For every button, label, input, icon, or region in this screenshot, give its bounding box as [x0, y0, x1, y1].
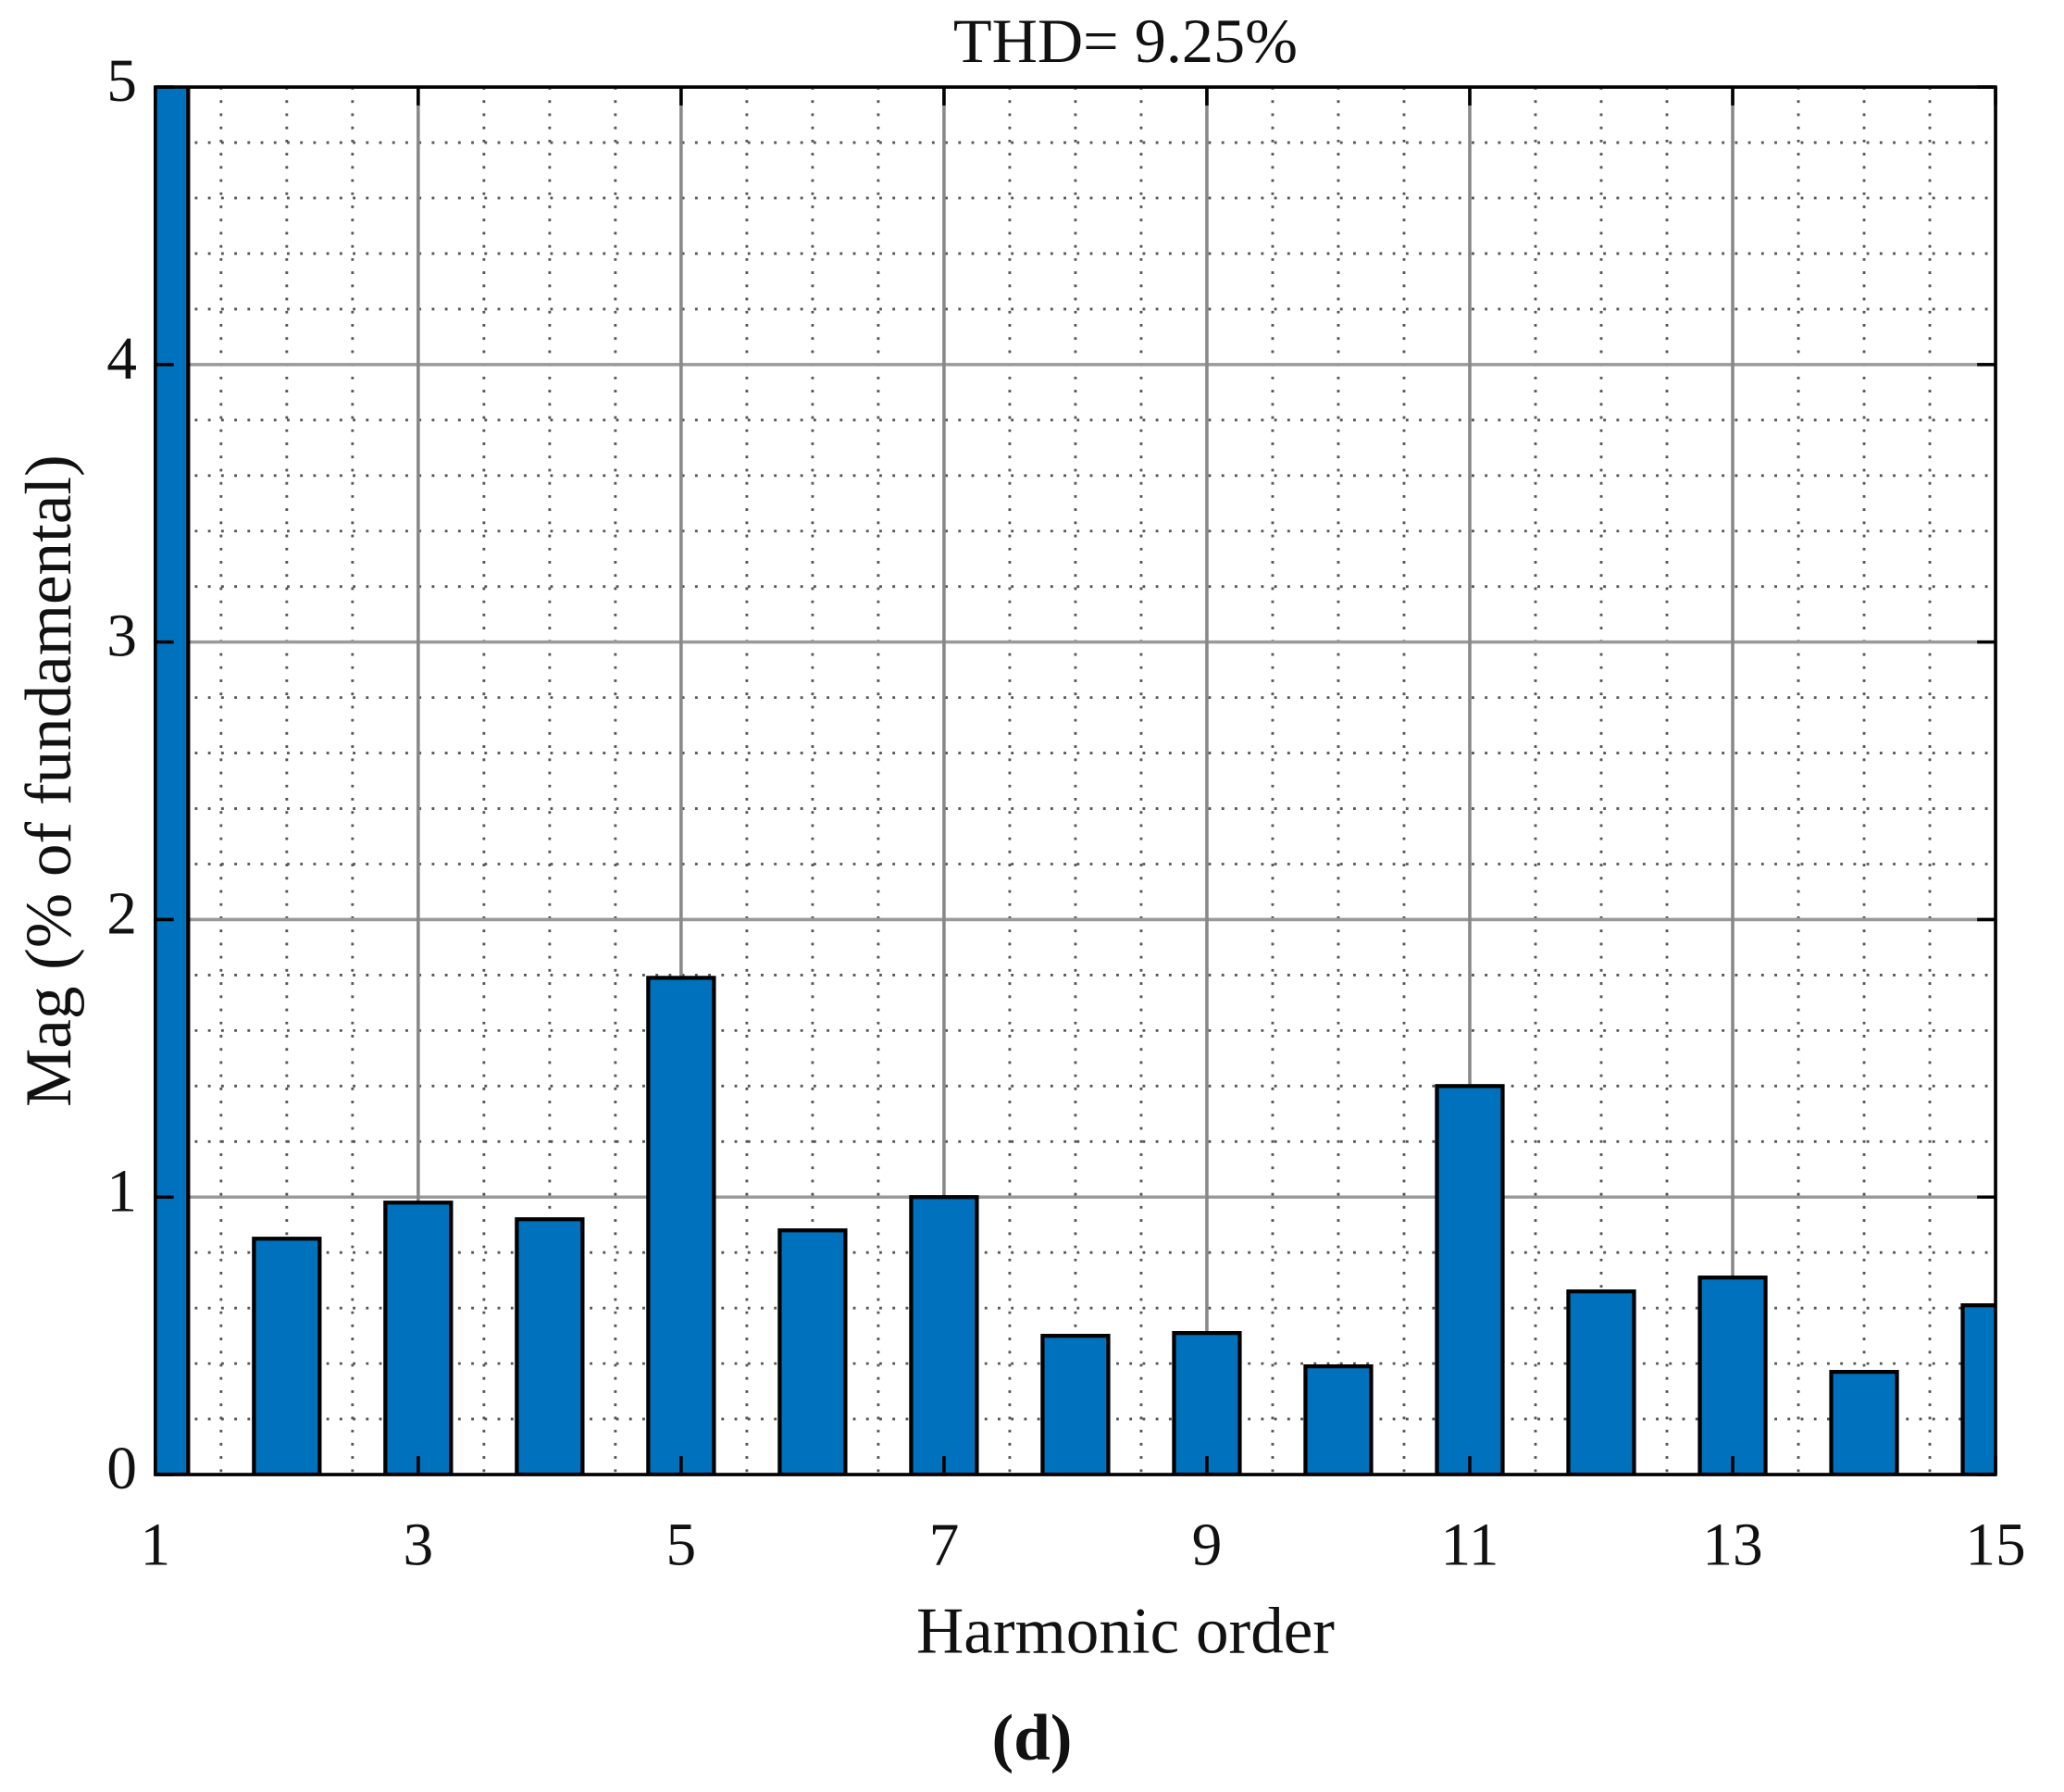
x-tick-label: 5: [666, 1512, 697, 1579]
x-tick-label: 13: [1702, 1512, 1762, 1579]
bar: [1960, 1303, 1996, 1475]
x-tick-label: 11: [1440, 1512, 1498, 1579]
x-tick-label: 7: [929, 1512, 960, 1579]
x-tick-label: 1: [140, 1512, 170, 1579]
y-tick-label: 1: [106, 1158, 137, 1225]
bar: [1566, 1289, 1636, 1475]
bar: [777, 1228, 848, 1475]
bar: [383, 1201, 454, 1475]
y-tick-label: 5: [106, 48, 137, 115]
x-tick-label: 15: [1965, 1512, 2025, 1579]
chart-title: THD= 9.25%: [953, 6, 1298, 76]
bar: [1697, 1276, 1768, 1475]
bar: [1040, 1334, 1111, 1475]
bar: [1435, 1084, 1505, 1475]
bar: [155, 87, 191, 1475]
bar: [646, 976, 716, 1475]
x-axis-label: Harmonic order: [916, 1596, 1335, 1668]
bar: [1172, 1331, 1242, 1475]
x-tick-label: 9: [1192, 1512, 1223, 1579]
y-tick-label: 0: [106, 1436, 137, 1502]
y-tick-label: 4: [106, 326, 137, 392]
bar: [909, 1195, 979, 1475]
bar: [1829, 1369, 1899, 1475]
plot-area: [155, 87, 1996, 1475]
y-tick-label: 2: [106, 880, 137, 947]
bar: [515, 1217, 585, 1475]
bar: [1303, 1363, 1374, 1475]
y-axis-label: Mag (% of fundamental): [13, 454, 85, 1107]
x-tick-label: 3: [403, 1512, 433, 1579]
y-tick-label: 3: [106, 604, 137, 670]
caption: (d): [992, 1702, 1073, 1774]
axes-box: [154, 85, 1997, 1476]
bar: [252, 1237, 322, 1475]
bars: [155, 87, 1996, 1475]
